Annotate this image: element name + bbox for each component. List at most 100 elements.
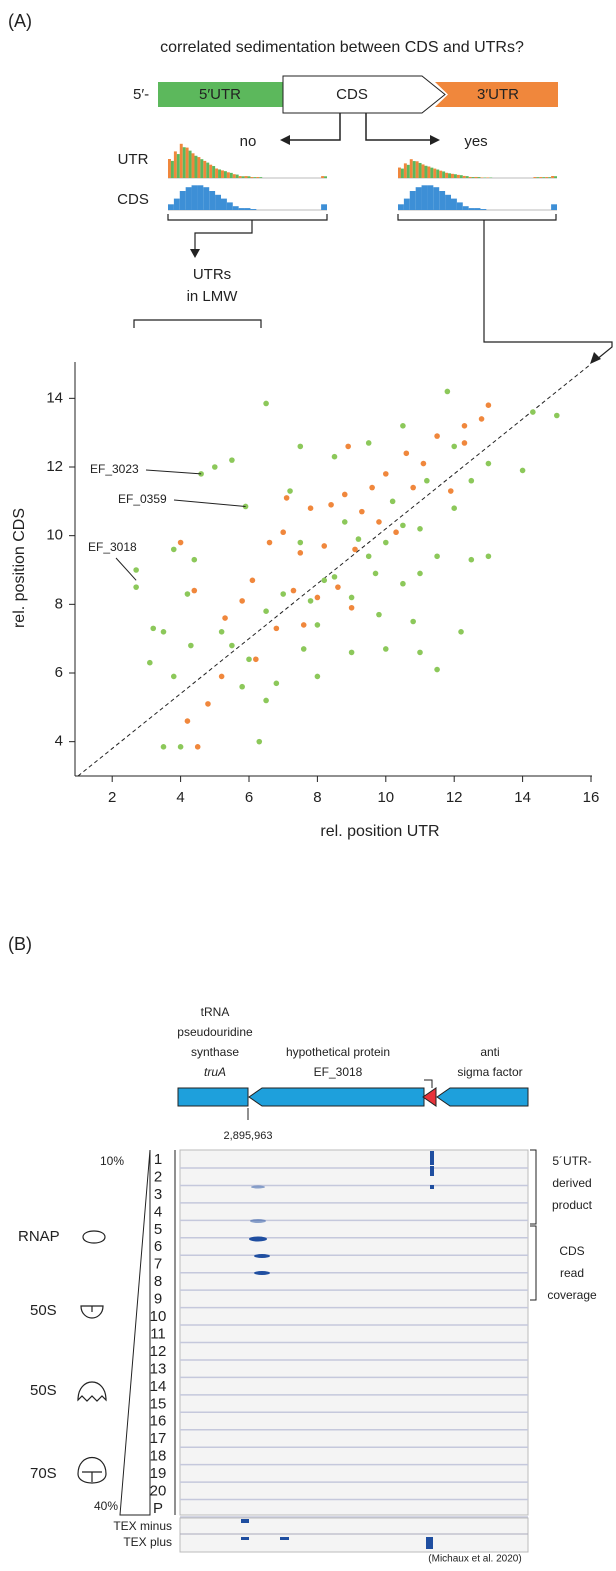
point [366,440,372,446]
gene-label: truA [204,1065,226,1079]
point [328,502,334,508]
point [376,519,382,525]
bar [416,187,422,210]
bar [554,176,557,178]
point [356,536,362,542]
point [150,626,156,632]
point [400,523,406,529]
diagonal [78,364,591,776]
point [256,739,262,745]
lane-label: 5 [154,1221,162,1238]
bar [551,176,554,178]
bar [433,169,436,178]
bar [203,187,209,210]
point [349,650,355,656]
point [212,464,218,470]
x-tick-label: 12 [446,789,463,806]
point [404,450,410,456]
gene-label: hypothetical protein [286,1045,390,1059]
bar [180,144,183,178]
bar [404,199,410,210]
bar [215,195,221,210]
annotation-leader [146,470,201,474]
point [229,643,235,649]
panel-label: (B) [8,934,32,954]
bar [475,208,481,210]
bar [480,209,486,210]
point [445,389,451,395]
point [383,471,389,477]
point [448,488,454,494]
annotation: EF_3023 [90,462,139,476]
lane-label: 11 [150,1325,166,1342]
point [366,553,372,559]
five-prime: 5′- [133,86,149,103]
bar [168,159,171,178]
point [161,744,167,750]
bar [457,202,463,210]
annotation-leader [116,558,136,580]
arrow-heads [190,249,601,364]
bar [448,173,451,178]
x-tick-label: 2 [108,789,116,806]
x-tick-label: 16 [583,789,600,806]
lane-label: 4 [154,1203,162,1220]
point [301,646,307,652]
tex-label: TEX minus [113,1519,172,1533]
annotation: EF_3018 [88,540,137,554]
point [417,571,423,577]
point [267,540,273,546]
point [400,423,406,429]
x-tick-label: 4 [176,789,184,806]
annotation: EF_0359 [118,492,167,506]
note-brackets [530,1150,536,1300]
x-tick-label: 14 [514,789,531,806]
branch-no: no [240,133,257,150]
point [284,495,290,501]
bar [398,204,404,210]
point [342,519,348,525]
point [345,444,351,450]
point [291,588,297,594]
complex-label: RNAP [18,1228,60,1245]
lane-label: 9 [154,1291,162,1308]
coordinate: 2,895,963 [224,1130,273,1142]
bar [401,169,404,178]
bar [536,177,539,178]
gene-label: EF_3018 [314,1065,363,1079]
point [246,656,252,662]
bar [192,185,198,210]
point [315,622,321,628]
point [274,681,280,687]
utr5-label: 5′UTR [199,86,241,103]
point [185,718,191,724]
point [417,650,423,656]
lane-label: 10 [150,1308,167,1325]
bar [466,176,469,178]
y-tick-label: 4 [55,733,63,750]
bar [192,153,195,178]
bar [227,172,230,178]
bar [197,185,203,210]
bar [221,199,227,210]
point [469,478,475,484]
x-tick-label: 10 [377,789,394,806]
lane-label: 6 [154,1238,162,1255]
point [383,540,389,546]
bar [463,176,466,178]
gene-label: sigma factor [457,1065,522,1079]
point [308,505,314,511]
bar [472,177,475,178]
bar [174,151,177,178]
gradient-top: 10% [100,1154,124,1168]
point [298,444,304,450]
bar [250,177,253,178]
point [554,413,560,419]
bar [436,170,439,178]
bar [475,177,478,178]
note: 5´UTR- [552,1154,591,1168]
gradient-wedge [120,1150,150,1515]
point [373,571,379,577]
gradient-bottom: 40% [94,1499,118,1513]
point [298,550,304,556]
